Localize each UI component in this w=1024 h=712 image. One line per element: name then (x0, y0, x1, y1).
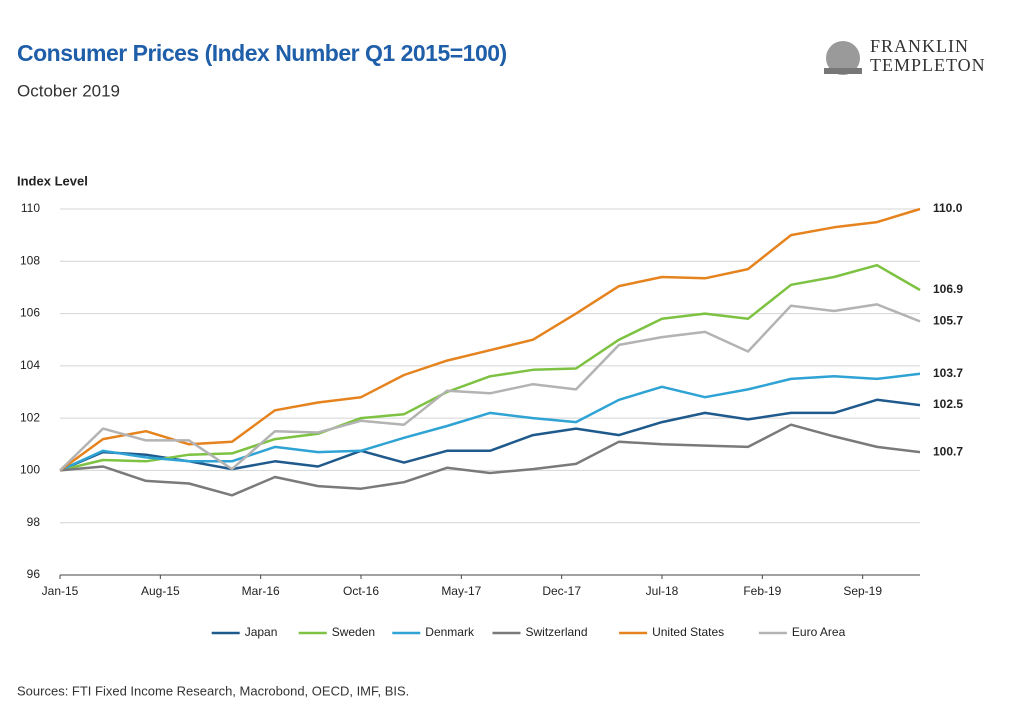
legend-label: Denmark (425, 625, 475, 639)
legend-label: Japan (245, 625, 278, 639)
x-tick-label: Aug-15 (141, 584, 180, 598)
source-note: Sources: FTI Fixed Income Research, Macr… (17, 683, 409, 698)
series-line (59, 207, 921, 472)
y-axis-label: Index Level (17, 173, 88, 188)
series-line (59, 398, 921, 472)
legend-label: Sweden (332, 625, 375, 639)
x-tick-label: May-17 (441, 584, 481, 598)
y-tick-label: 100 (20, 463, 40, 477)
chart-title: Consumer Prices (Index Number Q1 2015=10… (17, 40, 507, 66)
y-tick-label: 106 (20, 306, 40, 320)
y-tick-label: 102 (20, 410, 40, 424)
series-line (59, 303, 921, 472)
end-value-label: 105.7 (933, 314, 963, 328)
logo-text: FRANKLIN (870, 36, 969, 56)
end-value-label: 110.0 (933, 201, 963, 215)
legend-label: United States (652, 625, 724, 639)
series-line (59, 263, 921, 472)
y-tick-label: 108 (20, 253, 40, 267)
y-tick-label: 104 (20, 358, 40, 372)
x-tick-label: Jul-18 (646, 584, 679, 598)
logo-base (824, 68, 862, 74)
logo: FRANKLIN TEMPLETON (824, 36, 986, 75)
logo-text: TEMPLETON (870, 55, 986, 75)
x-tick-label: Oct-16 (343, 584, 379, 598)
legend-label: Switzerland (526, 625, 588, 639)
x-tick-label: Feb-19 (743, 584, 781, 598)
x-tick-label: Sep-19 (843, 584, 882, 598)
y-tick-label: 98 (27, 515, 41, 529)
series-line (59, 423, 921, 497)
end-value-label: 102.5 (933, 397, 963, 411)
x-tick-label: Jan-15 (42, 584, 79, 598)
x-tick-label: Dec-17 (542, 584, 581, 598)
y-tick-label: 110 (21, 201, 40, 215)
series-line (59, 372, 921, 472)
end-value-label: 103.7 (933, 366, 963, 380)
end-value-label: 100.7 (933, 444, 963, 458)
x-tick-label: Mar-16 (242, 584, 280, 598)
y-tick-label: 96 (27, 567, 41, 581)
logo-icon (826, 41, 860, 75)
chart-subtitle: October 2019 (17, 81, 120, 100)
end-value-label: 106.9 (933, 282, 963, 296)
legend-label: Euro Area (792, 625, 846, 639)
